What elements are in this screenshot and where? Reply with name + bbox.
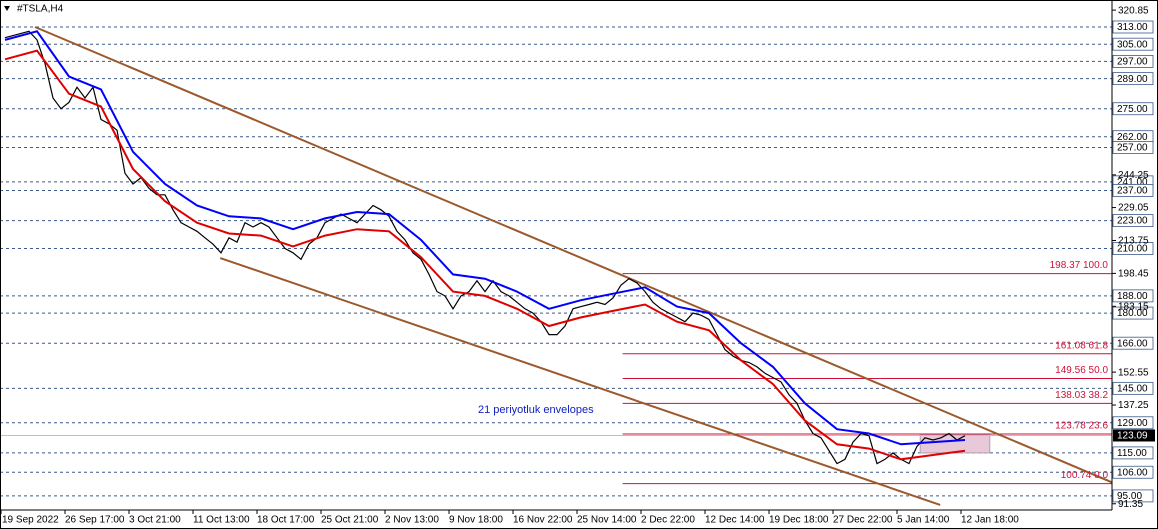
x-tick-label: 5 Jan 14:00 bbox=[897, 515, 950, 526]
x-tick-label: 27 Dec 22:00 bbox=[833, 515, 893, 526]
fib-label: 138.03 38.2 bbox=[1055, 390, 1108, 401]
x-tick-label: 25 Nov 14:00 bbox=[577, 515, 637, 526]
level-label-box bbox=[1112, 242, 1154, 255]
x-tick-label: 12 Dec 14:00 bbox=[705, 515, 765, 526]
y-tick-label: 152.55 bbox=[1118, 367, 1149, 378]
x-tick-label: 9 Nov 18:00 bbox=[449, 515, 503, 526]
level-label-box bbox=[1112, 214, 1154, 227]
level-label-box bbox=[1112, 446, 1154, 460]
axes: 198.37 100.0 161.08 61.8 149.56 50.0 138.03… bbox=[0, 5, 1155, 526]
level-label-box bbox=[1112, 55, 1154, 68]
y-tick-label: 213.75 bbox=[1118, 236, 1149, 247]
level-label: 257.00 bbox=[1117, 143, 1148, 154]
level-label: 313.00 bbox=[1117, 22, 1148, 33]
level-label: 115.00 bbox=[1117, 448, 1147, 459]
level-label: 275.00 bbox=[1117, 104, 1148, 115]
level-label: 297.00 bbox=[1117, 57, 1148, 68]
level-label-box bbox=[1112, 465, 1154, 479]
level-label: 180.00 bbox=[1117, 308, 1148, 319]
level-label: 305.00 bbox=[1117, 39, 1148, 50]
channel-line bbox=[34, 26, 1112, 484]
level-label-box bbox=[1112, 37, 1154, 51]
level-label-box bbox=[1112, 20, 1154, 34]
y-tick-label: 183.15 bbox=[1118, 301, 1149, 312]
level-label-box bbox=[1112, 336, 1154, 350]
level-label-box bbox=[1112, 306, 1154, 320]
x-tick-label: 12 Jan 18:00 bbox=[961, 515, 1019, 526]
x-tick-label: 26 Sep 17:00 bbox=[65, 515, 125, 526]
fib-label: 161.08 61.8 bbox=[1055, 340, 1108, 351]
level-label: 166.00 bbox=[1117, 338, 1148, 349]
y-tick-label: 244.25 bbox=[1118, 170, 1149, 181]
fib-label: 149.56 50.0 bbox=[1055, 365, 1108, 376]
x-tick-label: 19 Dec 18:00 bbox=[769, 515, 829, 526]
current-price-box bbox=[1113, 429, 1155, 442]
chart-title: #TSLA,H4 bbox=[17, 4, 64, 15]
level-label-box bbox=[1112, 289, 1154, 303]
x-tick-label: 19 Sep 2022 bbox=[2, 515, 59, 526]
symbol-icon bbox=[4, 6, 10, 11]
level-label: 223.00 bbox=[1117, 216, 1148, 227]
level-label-box bbox=[1112, 184, 1154, 197]
level-label: 237.00 bbox=[1117, 186, 1148, 197]
level-label: 106.00 bbox=[1117, 467, 1148, 478]
x-tick-label: 16 Nov 22:00 bbox=[513, 515, 573, 526]
y-tick-label: 229.05 bbox=[1118, 203, 1149, 214]
x-tick-label: 2 Dec 22:00 bbox=[641, 515, 695, 526]
envelope-line bbox=[4, 49, 966, 461]
level-label-box bbox=[1112, 381, 1154, 395]
x-tick-label: 2 Nov 13:00 bbox=[385, 515, 439, 526]
y-tick-label: 320.85 bbox=[1118, 5, 1149, 16]
y-tick-label: 137.25 bbox=[1118, 400, 1149, 411]
level-label: 241.00 bbox=[1117, 177, 1148, 188]
level-label: 95.00 bbox=[1117, 491, 1142, 502]
level-label-box bbox=[1112, 489, 1154, 503]
x-tick-label: 25 Oct 21:00 bbox=[321, 515, 379, 526]
x-tick-label: 11 Oct 13:00 bbox=[193, 515, 250, 526]
level-label-box bbox=[1112, 102, 1154, 116]
x-tick-label: 3 Oct 21:00 bbox=[129, 515, 181, 526]
y-tick-label: 91.35 bbox=[1118, 499, 1143, 510]
level-label: 210.00 bbox=[1117, 244, 1148, 255]
level-label-box bbox=[1112, 72, 1154, 86]
annotation: 21 periyotluk envelopes bbox=[478, 404, 594, 416]
y-tick-label: 198.45 bbox=[1118, 269, 1149, 280]
x-tick-label: 18 Oct 17:00 bbox=[257, 515, 315, 526]
channel-line bbox=[219, 257, 941, 506]
envelope-line bbox=[4, 30, 966, 446]
current-price-label: 123.09 bbox=[1117, 431, 1148, 442]
fib-label: 123.78 23.6 bbox=[1055, 421, 1108, 432]
fib-label: 198.37 100.0 bbox=[1050, 260, 1109, 271]
plot-area: 21 periyotluk envelopes bbox=[0, 26, 1112, 506]
level-label: 145.00 bbox=[1117, 384, 1148, 395]
level-label: 188.00 bbox=[1117, 291, 1148, 302]
level-label-box bbox=[1112, 141, 1154, 154]
level-label: 129.00 bbox=[1117, 418, 1148, 429]
level-label: 289.00 bbox=[1117, 74, 1148, 85]
level-label-box bbox=[1112, 416, 1154, 430]
level-label: 262.00 bbox=[1117, 132, 1148, 143]
fib-label: 100.74 0.0 bbox=[1061, 470, 1109, 481]
